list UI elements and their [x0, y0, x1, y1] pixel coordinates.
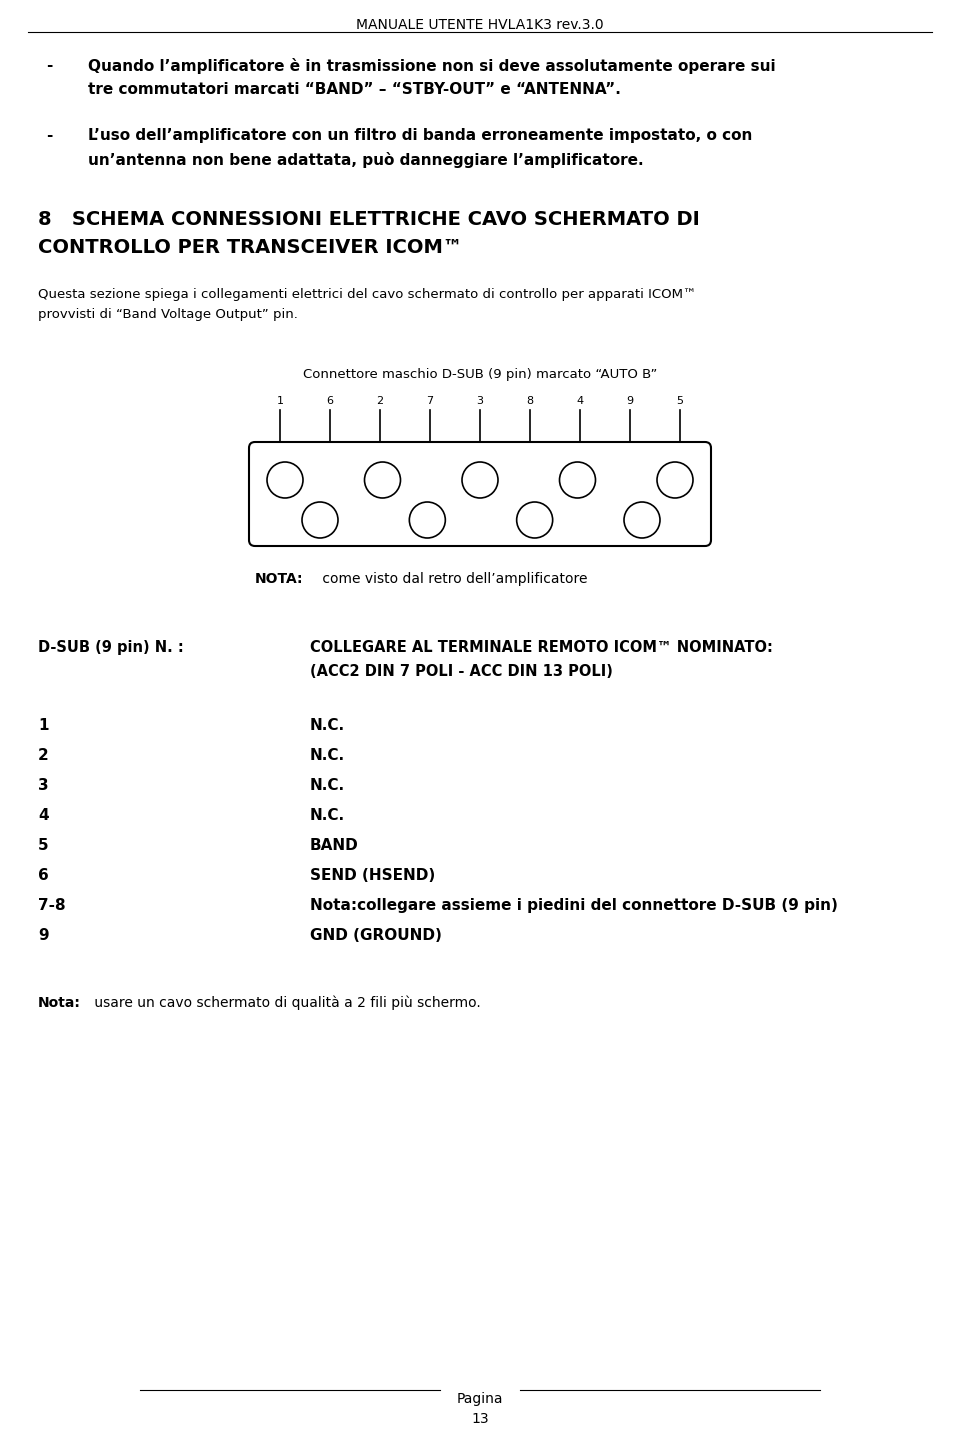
- Text: 4: 4: [576, 396, 584, 406]
- Text: (ACC2 DIN 7 POLI - ACC DIN 13 POLI): (ACC2 DIN 7 POLI - ACC DIN 13 POLI): [310, 663, 612, 679]
- Text: NOTA:: NOTA:: [255, 572, 303, 586]
- Text: N.C.: N.C.: [310, 718, 346, 732]
- Text: Connettore maschio D-SUB (9 pin) marcato “AUTO B”: Connettore maschio D-SUB (9 pin) marcato…: [302, 368, 658, 381]
- Text: 1: 1: [38, 718, 49, 732]
- Text: 3: 3: [38, 778, 49, 793]
- Circle shape: [267, 462, 303, 498]
- Text: 1: 1: [276, 396, 283, 406]
- Text: 2: 2: [376, 396, 384, 406]
- Text: tre commutatori marcati “BAND” – “STBY-OUT” e “ANTENNA”.: tre commutatori marcati “BAND” – “STBY-O…: [88, 82, 621, 98]
- Circle shape: [409, 503, 445, 538]
- Text: 9: 9: [627, 396, 634, 406]
- Text: 6: 6: [38, 867, 49, 883]
- Circle shape: [516, 503, 553, 538]
- Circle shape: [560, 462, 595, 498]
- Text: MANUALE UTENTE HVLA1K3 rev.3.0: MANUALE UTENTE HVLA1K3 rev.3.0: [356, 19, 604, 32]
- Text: COLLEGARE AL TERMINALE REMOTO ICOM™ NOMINATO:: COLLEGARE AL TERMINALE REMOTO ICOM™ NOMI…: [310, 640, 773, 655]
- Text: -: -: [46, 128, 53, 144]
- Text: Nota:collegare assieme i piedini del connettore D-SUB (9 pin): Nota:collegare assieme i piedini del con…: [310, 898, 838, 913]
- Text: Questa sezione spiega i collegamenti elettrici del cavo schermato di controllo p: Questa sezione spiega i collegamenti ele…: [38, 289, 696, 302]
- Text: L’uso dell’amplificatore con un filtro di banda erroneamente impostato, o con: L’uso dell’amplificatore con un filtro d…: [88, 128, 753, 144]
- Text: -: -: [46, 57, 53, 73]
- Text: provvisti di “Band Voltage Output” pin.: provvisti di “Band Voltage Output” pin.: [38, 307, 298, 322]
- Text: N.C.: N.C.: [310, 808, 346, 823]
- Circle shape: [365, 462, 400, 498]
- Text: Pagina: Pagina: [457, 1391, 503, 1406]
- Text: GND (GROUND): GND (GROUND): [310, 928, 442, 943]
- Text: 5: 5: [38, 839, 49, 853]
- Text: 9: 9: [38, 928, 49, 943]
- Text: D-SUB (9 pin) N. :: D-SUB (9 pin) N. :: [38, 640, 183, 655]
- Text: N.C.: N.C.: [310, 748, 346, 763]
- Text: CONTROLLO PER TRANSCEIVER ICOM™: CONTROLLO PER TRANSCEIVER ICOM™: [38, 238, 463, 257]
- Circle shape: [462, 462, 498, 498]
- Text: 3: 3: [476, 396, 484, 406]
- Text: 8   SCHEMA CONNESSIONI ELETTRICHE CAVO SCHERMATO DI: 8 SCHEMA CONNESSIONI ELETTRICHE CAVO SCH…: [38, 210, 700, 228]
- Text: usare un cavo schermato di qualità a 2 fili più schermo.: usare un cavo schermato di qualità a 2 f…: [90, 997, 481, 1011]
- Text: 4: 4: [38, 808, 49, 823]
- Text: Quando l’amplificatore è in trasmissione non si deve assolutamente operare sui: Quando l’amplificatore è in trasmissione…: [88, 57, 776, 75]
- Circle shape: [657, 462, 693, 498]
- Text: 7: 7: [426, 396, 434, 406]
- Text: 13: 13: [471, 1412, 489, 1426]
- Text: 8: 8: [526, 396, 534, 406]
- Text: N.C.: N.C.: [310, 778, 346, 793]
- Text: come visto dal retro dell’amplificatore: come visto dal retro dell’amplificatore: [318, 572, 588, 586]
- Text: 7-8: 7-8: [38, 898, 65, 913]
- Circle shape: [624, 503, 660, 538]
- Text: 6: 6: [326, 396, 333, 406]
- Text: SEND (HSEND): SEND (HSEND): [310, 867, 435, 883]
- Text: 2: 2: [38, 748, 49, 763]
- Text: BAND: BAND: [310, 839, 359, 853]
- Text: un’antenna non bene adattata, può danneggiare l’amplificatore.: un’antenna non bene adattata, può danneg…: [88, 152, 643, 168]
- Text: 5: 5: [677, 396, 684, 406]
- Text: Nota:: Nota:: [38, 997, 81, 1010]
- FancyBboxPatch shape: [249, 442, 711, 546]
- Circle shape: [302, 503, 338, 538]
